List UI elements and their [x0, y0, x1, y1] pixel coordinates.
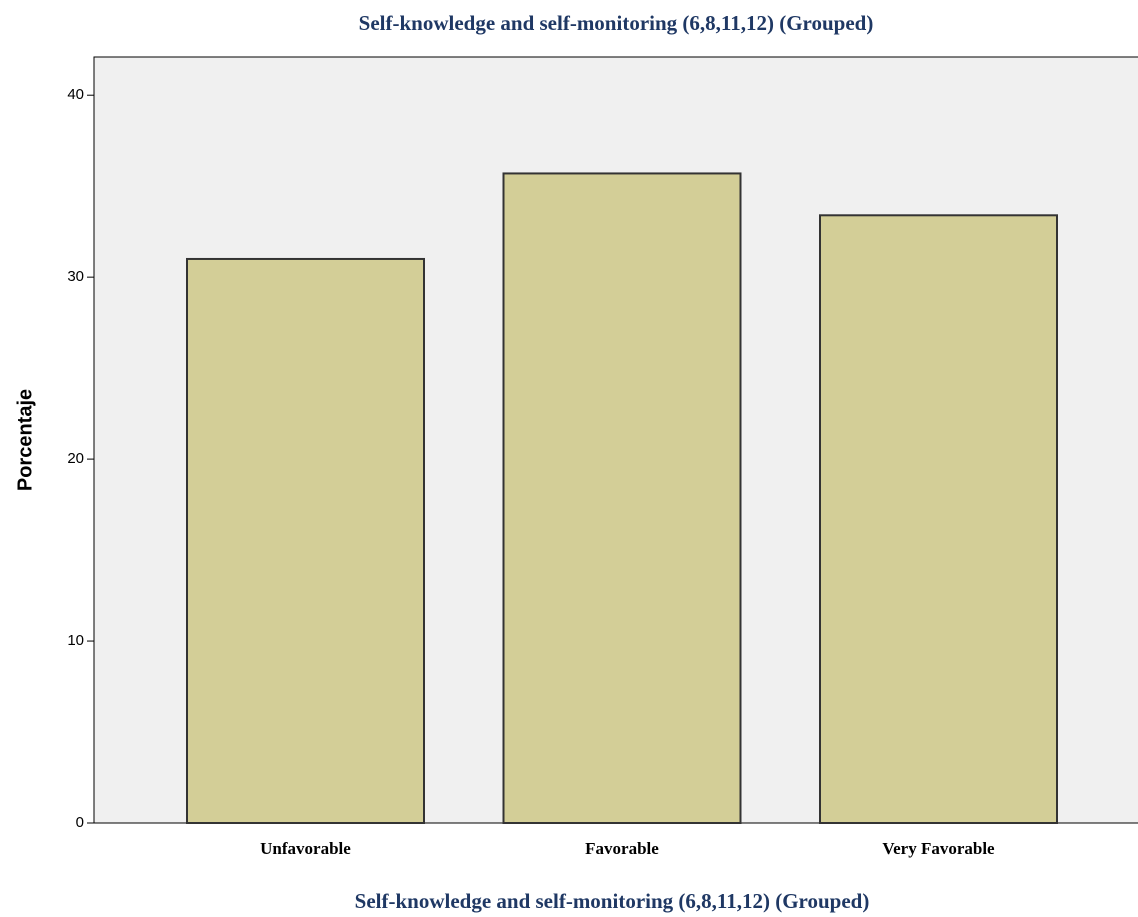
y-tick-label: 10 [67, 632, 84, 649]
bar [502, 172, 742, 825]
x-tick-label: Very Favorable [882, 839, 995, 858]
y-tick-label: 40 [67, 86, 84, 103]
y-tick-label: 0 [76, 814, 84, 831]
bar [819, 214, 1058, 824]
y-tick-label: 30 [67, 268, 84, 285]
x-axis-label: Self-knowledge and self-monitoring (6,8,… [355, 889, 870, 913]
chart-title: Self-knowledge and self-monitoring (6,8,… [359, 11, 874, 35]
y-tick-label: 20 [67, 450, 84, 467]
x-tick-label: Favorable [585, 839, 659, 858]
bar [186, 257, 425, 825]
x-tick-label: Unfavorable [260, 839, 351, 858]
y-axis-label: Porcentaje [14, 389, 36, 491]
